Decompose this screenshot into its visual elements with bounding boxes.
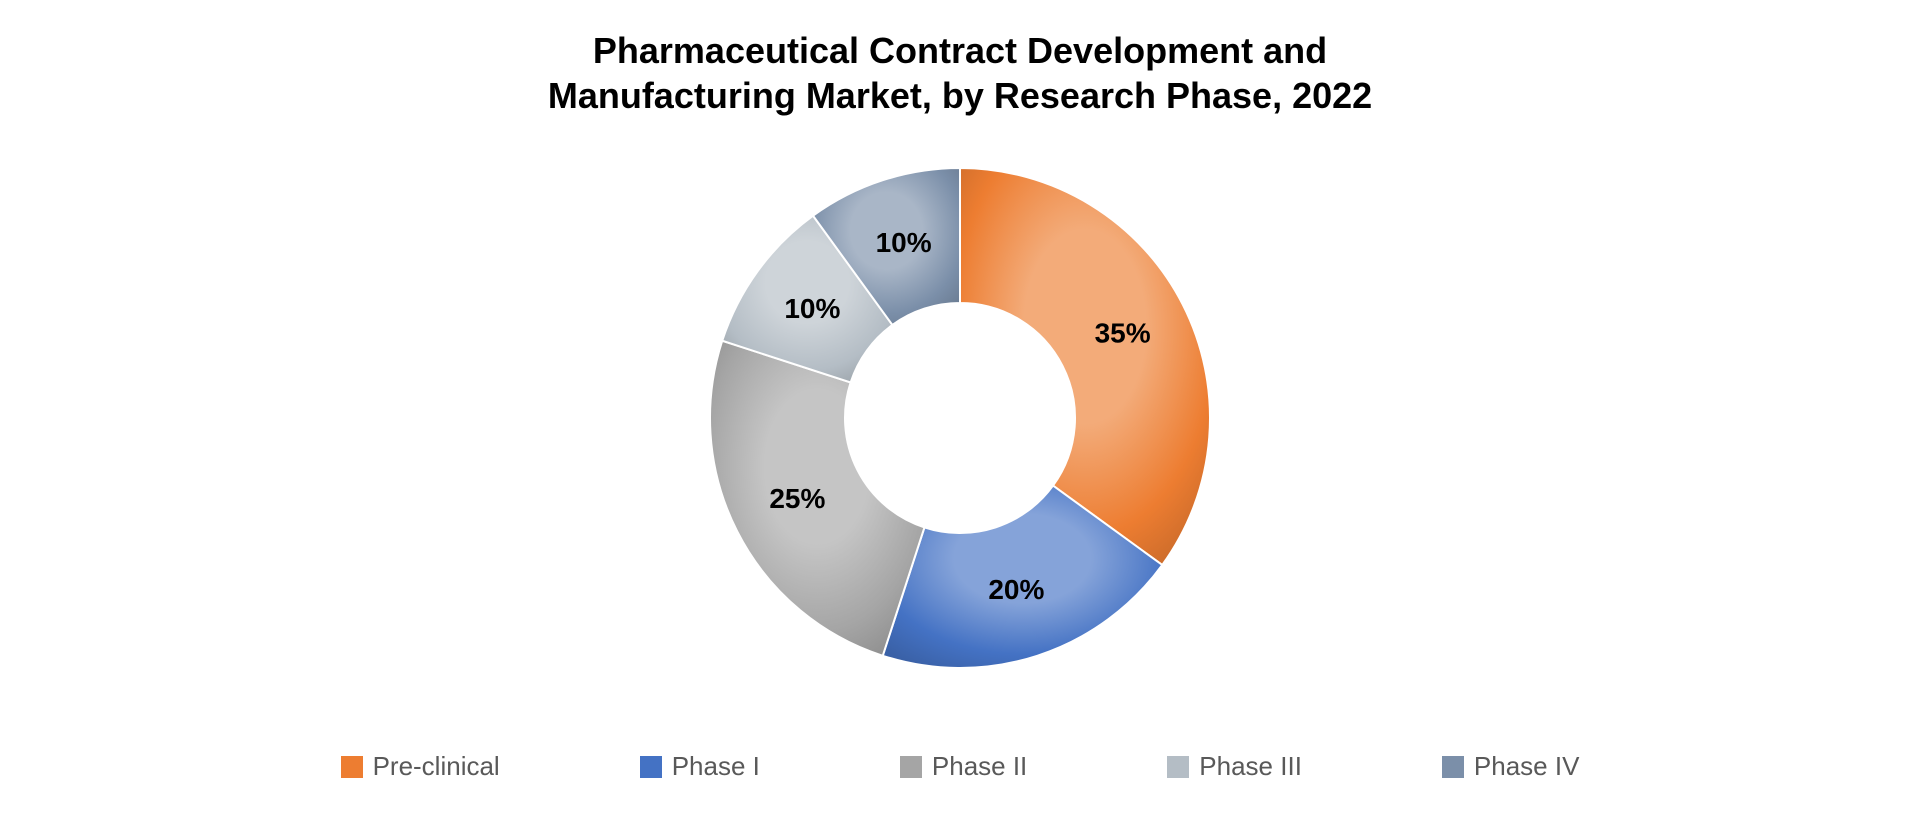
legend-label: Phase IV [1474,751,1580,782]
slice-label: 35% [1095,318,1151,349]
legend-label: Pre-clinical [373,751,500,782]
chart-title: Pharmaceutical Contract Development and … [548,28,1372,118]
slice-label: 10% [784,293,840,324]
legend-label: Phase II [932,751,1027,782]
legend-item: Phase III [1167,751,1302,782]
legend-swatch [900,756,922,778]
slice-label: 10% [876,227,932,258]
legend-item: Phase I [640,751,760,782]
slice-label: 25% [769,483,825,514]
legend: Pre-clinical Phase I Phase II Phase III Phas… [0,751,1920,782]
legend-label: Phase III [1199,751,1302,782]
donut-slice [960,168,1210,565]
chart-container: Pharmaceutical Contract Development and … [0,0,1920,818]
legend-label: Phase I [672,751,760,782]
legend-swatch [1167,756,1189,778]
legend-item: Pre-clinical [341,751,500,782]
legend-swatch [1442,756,1464,778]
donut-chart: 35% 20% 25% 10% 10% [610,138,1310,703]
slice-label: 20% [988,574,1044,605]
legend-item: Phase II [900,751,1027,782]
legend-swatch [341,756,363,778]
legend-item: Phase IV [1442,751,1580,782]
legend-swatch [640,756,662,778]
